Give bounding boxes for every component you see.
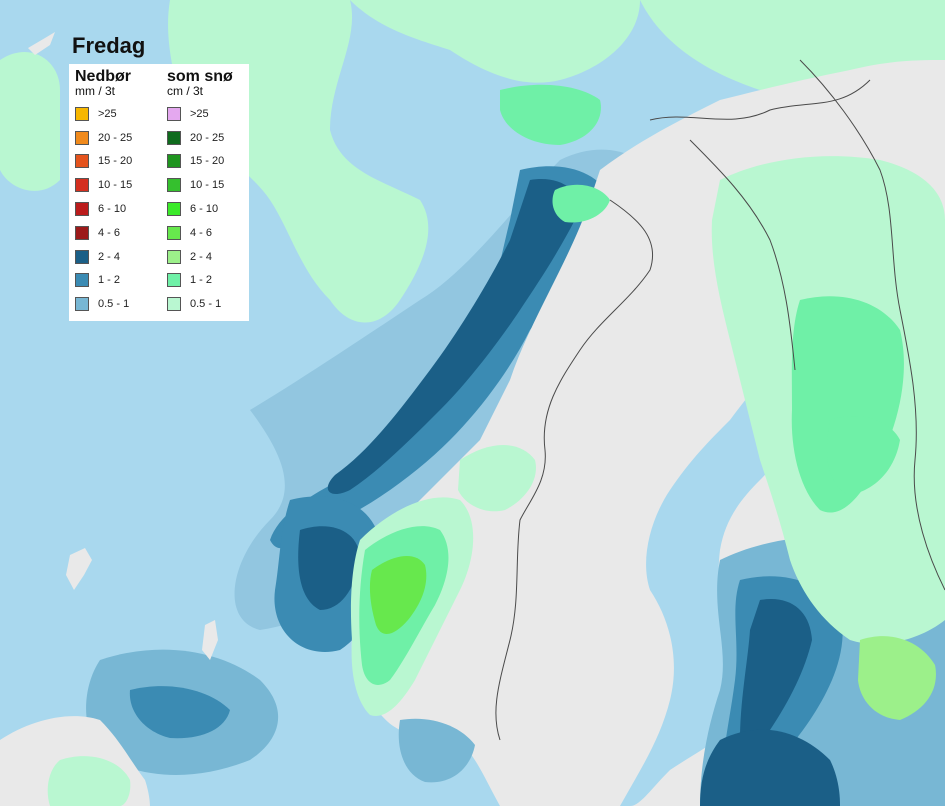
rain-legend-row: 0.5 - 1 [75, 292, 161, 316]
snow-legend-label: >25 [190, 107, 209, 120]
land-jan-mayen [28, 32, 55, 55]
rain-legend-row: >25 [75, 102, 161, 126]
snow-legend-row: 20 - 25 [167, 126, 253, 150]
snow-legend-row: >25 [167, 102, 253, 126]
snow-legend-row: 0.5 - 1 [167, 292, 253, 316]
snow-area-scotland [47, 756, 131, 806]
border-finland-russia [799, 59, 945, 591]
rain-legend-label: 2 - 4 [98, 250, 121, 263]
snow-legend-swatch [167, 106, 181, 121]
snow-legend-label: 1 - 2 [190, 274, 213, 287]
snow-area-barents [500, 84, 601, 145]
snow-legend-swatch [167, 273, 181, 288]
snow-legend-label: 0.5 - 1 [190, 298, 222, 311]
snow-legend-row: 6 - 10 [167, 197, 253, 221]
snow-legend-label: 2 - 4 [190, 250, 213, 263]
snow-legend-label: 10 - 15 [190, 179, 225, 192]
legend-snow-unit: cm / 3t [167, 84, 204, 98]
snow-area-trondelag [458, 445, 536, 512]
rain-legend-label: 10 - 15 [98, 179, 133, 192]
snow-area-north [350, 0, 640, 83]
legend-panel: Nedbør mm / 3t >25 20 - 25 15 - 20 10 - 15 6… [69, 64, 249, 321]
rain-legend-label: 1 - 2 [98, 274, 121, 287]
rain-legend-swatch [75, 130, 89, 145]
legend-snow-rows: >25 20 - 25 15 - 20 10 - 15 6 - 10 4 - 6 2 - 4… [167, 102, 253, 316]
rain-legend-row: 15 - 20 [75, 150, 161, 174]
rain-legend-label: 20 - 25 [98, 131, 133, 144]
snow-legend-row: 2 - 4 [167, 245, 253, 269]
legend-rain-unit: mm / 3t [75, 84, 116, 98]
rain-legend-row: 20 - 25 [75, 126, 161, 150]
rain-legend-swatch [75, 273, 89, 288]
rain-legend-label: 6 - 10 [98, 203, 127, 216]
snow-area-finland-northeast [826, 416, 900, 495]
rain-legend-swatch [75, 225, 89, 240]
rain-legend-swatch [75, 297, 89, 312]
rain-legend-swatch [75, 154, 89, 169]
snow-legend-swatch [167, 130, 181, 145]
day-title: Fredag [72, 33, 146, 58]
rain-legend-swatch [75, 106, 89, 121]
snow-area-west-norway-heavy [369, 555, 427, 635]
snow-legend-row: 15 - 20 [167, 150, 253, 174]
rain-area-north-sea-mid [129, 686, 230, 739]
snow-area-lofoten [552, 184, 610, 223]
snow-legend-label: 4 - 6 [190, 226, 213, 239]
rain-band-coast-heavy [327, 179, 580, 495]
rain-legend-row: 1 - 2 [75, 269, 161, 293]
rain-legend-label: 0.5 - 1 [98, 298, 130, 311]
snow-legend-label: 20 - 25 [190, 131, 225, 144]
rain-area-baltic-south [700, 729, 840, 806]
rain-legend-row: 2 - 4 [75, 245, 161, 269]
rain-band-west-norway-heavy [298, 526, 360, 610]
border-norway-sweden [495, 199, 654, 741]
snow-legend-swatch [167, 225, 181, 240]
snow-legend-row: 10 - 15 [167, 173, 253, 197]
rain-legend-swatch [75, 202, 89, 217]
snow-area-far-left [0, 51, 60, 191]
snow-legend-swatch [167, 178, 181, 193]
legend-snow-heading: som snø [167, 68, 233, 85]
snow-legend-label: 15 - 20 [190, 155, 225, 168]
snow-legend-label: 6 - 10 [190, 203, 219, 216]
land-faroe-islands [66, 548, 92, 590]
rain-legend-row: 4 - 6 [75, 221, 161, 245]
rain-area-skagerrak [398, 718, 475, 783]
border-norway-finland [649, 79, 871, 121]
border-sweden-finland [689, 139, 796, 371]
rain-legend-swatch [75, 178, 89, 193]
snow-legend-swatch [167, 202, 181, 217]
rain-area-finland-heavy [740, 599, 812, 751]
rain-legend-row: 10 - 15 [75, 173, 161, 197]
rain-legend-swatch [75, 249, 89, 264]
legend-rain-column: Nedbør mm / 3t >25 20 - 25 15 - 20 10 - 15 6… [75, 68, 161, 316]
rain-legend-row: 6 - 10 [75, 197, 161, 221]
legend-rain-heading: Nedbør [75, 68, 131, 85]
snow-legend-swatch [167, 154, 181, 169]
snow-legend-row: 4 - 6 [167, 221, 253, 245]
rain-legend-label: 4 - 6 [98, 226, 121, 239]
snow-legend-swatch [167, 297, 181, 312]
rain-legend-label: >25 [98, 107, 117, 120]
snow-legend-row: 1 - 2 [167, 269, 253, 293]
snow-area-east-finland [858, 636, 936, 720]
land-shetland [202, 620, 218, 660]
snow-legend-swatch [167, 249, 181, 264]
rain-legend-label: 15 - 20 [98, 155, 133, 168]
legend-snow-column: som snø cm / 3t >25 20 - 25 15 - 20 10 - 15… [167, 68, 253, 316]
legend-rain-rows: >25 20 - 25 15 - 20 10 - 15 6 - 10 4 - 6 2 - 4… [75, 102, 161, 316]
